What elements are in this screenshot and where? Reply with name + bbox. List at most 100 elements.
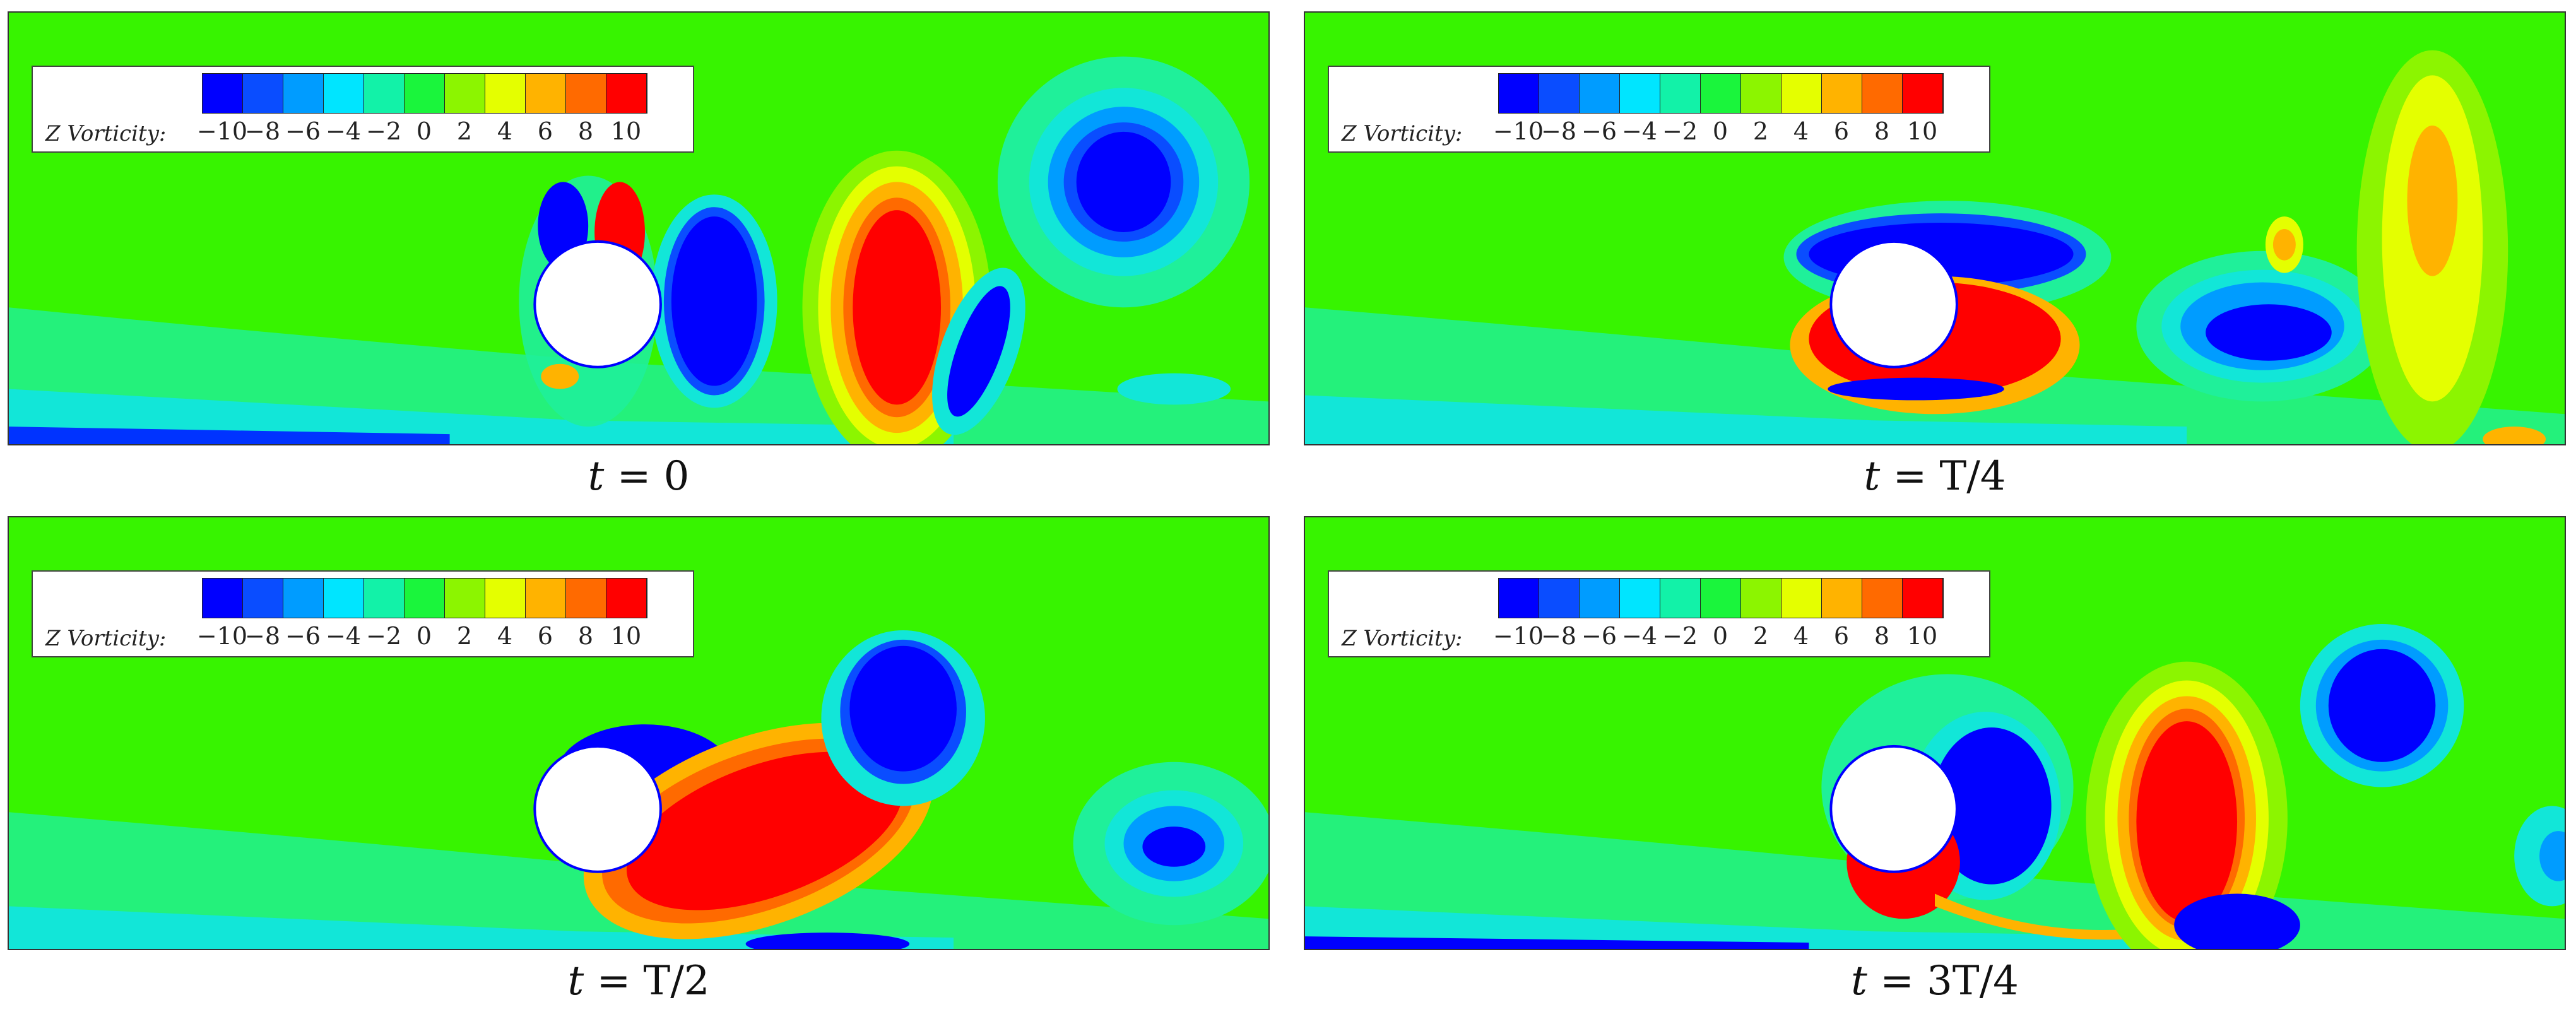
legend-title: Z Vorticity: [45, 121, 167, 146]
legend-swatch [243, 579, 283, 618]
legend-tick-label: −2 [1662, 622, 1698, 650]
color-legend: Z Vorticity: −10 −8 −6 −4 −2 0 2 4 6 8 10 [1328, 66, 1990, 153]
legend-tick-label: −8 [244, 117, 281, 145]
legend-tick-label: −2 [1662, 117, 1698, 145]
legend-colorbar [202, 73, 647, 114]
legend-tick-label: 4 [1793, 117, 1809, 145]
legend-swatch [1499, 579, 1539, 618]
legend-tick-label: −10 [1492, 622, 1544, 650]
legend-swatch [324, 74, 364, 113]
caption-t-half: t = T/2 [568, 958, 710, 1004]
legend-swatch [1903, 74, 1943, 113]
caption-value: T/2 [643, 958, 710, 1004]
legend-tick-label: 4 [497, 622, 513, 650]
legend-swatch [1580, 579, 1620, 618]
legend-tick-label: 10 [610, 117, 642, 145]
legend-tick-label: −6 [285, 117, 321, 145]
legend-swatch [1741, 74, 1781, 113]
legend-swatch [606, 74, 647, 113]
legend-colorbar [202, 578, 647, 618]
legend-swatch [1499, 74, 1539, 113]
legend-swatch [324, 579, 364, 618]
caption-var: t [567, 958, 584, 1004]
vorticity-panel-t0: Z Vorticity: −10 −8 −6 −4 −2 0 2 4 6 8 10 [8, 11, 1270, 445]
legend-tick-label: −6 [1581, 622, 1617, 650]
legend-colorbar [1498, 73, 1944, 114]
vorticity-panel-t-half: Z Vorticity: −10 −8 −6 −4 −2 0 2 4 6 8 10 [8, 516, 1270, 950]
caption-var: t [1864, 453, 1881, 500]
vorticity-panel-t-quarter: Z Vorticity: −10 −8 −6 −4 −2 0 2 4 6 8 10 [1304, 11, 2566, 445]
legend-swatch [445, 579, 485, 618]
legend-tick-label: 6 [1833, 117, 1850, 145]
legend-tick-label: −6 [285, 622, 321, 650]
legend-tick-label: 4 [1793, 622, 1809, 650]
legend-ticks: −10 −8 −6 −4 −2 0 2 4 6 8 10 [1493, 622, 1984, 650]
legend-swatch [283, 579, 324, 618]
legend-title: Z Vorticity: [1342, 626, 1463, 651]
legend-tick-label: −4 [325, 117, 362, 145]
caption-eq: = [584, 958, 644, 1004]
legend-tick-label: 10 [1906, 117, 1938, 145]
legend-tick-label: 0 [1712, 622, 1728, 650]
legend-swatch [445, 74, 485, 113]
legend-swatch [1620, 74, 1660, 113]
caption-t-three-quarter: t = 3T/4 [1851, 958, 2019, 1004]
legend-tick-label: −10 [196, 117, 248, 145]
legend-swatch [485, 579, 526, 618]
legend-tick-label: −8 [244, 622, 281, 650]
legend-title: Z Vorticity: [1342, 121, 1463, 146]
legend-colorbar [1498, 578, 1944, 618]
caption-eq: = [604, 453, 664, 500]
legend-swatch [1822, 74, 1862, 113]
vorticity-panel-t-three-quarter: Z Vorticity: −10 −8 −6 −4 −2 0 2 4 6 8 10 [1304, 516, 2566, 950]
legend-tick-label: 6 [537, 622, 553, 650]
legend-swatch [405, 579, 445, 618]
caption-var: t [1851, 958, 1867, 1004]
legend-swatch [1781, 579, 1822, 618]
legend-swatch [364, 579, 405, 618]
color-legend: Z Vorticity: −10 −8 −6 −4 −2 0 2 4 6 8 10 [32, 66, 694, 153]
color-legend: Z Vorticity: −10 −8 −6 −4 −2 0 2 4 6 8 10 [1328, 570, 1990, 657]
legend-tick-label: −8 [1540, 117, 1577, 145]
legend-swatch [606, 579, 647, 618]
legend-swatch [485, 74, 526, 113]
legend-swatch [1701, 579, 1741, 618]
legend-swatch [566, 74, 606, 113]
legend-tick-label: 0 [416, 117, 432, 145]
legend-tick-label: 8 [1874, 117, 1890, 145]
legend-swatch [1539, 74, 1580, 113]
legend-swatch [1580, 74, 1620, 113]
legend-tick-label: 10 [610, 622, 642, 650]
legend-tick-label: −8 [1540, 622, 1577, 650]
legend-tick-label: −4 [325, 622, 362, 650]
legend-swatch [1620, 579, 1660, 618]
legend-tick-label: 2 [1752, 117, 1769, 145]
legend-tick-label: 8 [577, 622, 594, 650]
legend-tick-label: 0 [416, 622, 432, 650]
legend-swatch [1822, 579, 1862, 618]
legend-tick-label: 8 [577, 117, 594, 145]
legend-tick-label: −10 [1492, 117, 1544, 145]
legend-ticks: −10 −8 −6 −4 −2 0 2 4 6 8 10 [1493, 117, 1984, 145]
vorticity-field [1305, 13, 2565, 444]
legend-tick-label: −2 [365, 622, 402, 650]
caption-t-quarter: t = T/4 [1864, 453, 2006, 500]
legend-tick-label: 2 [456, 117, 473, 145]
legend-tick-label: −4 [1621, 622, 1658, 650]
legend-swatch [1660, 74, 1701, 113]
legend-swatch [526, 579, 566, 618]
legend-swatch [283, 74, 324, 113]
legend-title: Z Vorticity: [45, 626, 167, 651]
legend-swatch [405, 74, 445, 113]
caption-t0: t = 0 [588, 453, 690, 500]
legend-tick-label: 2 [456, 622, 473, 650]
caption-value: T/4 [1939, 453, 2006, 500]
legend-tick-label: −4 [1621, 117, 1658, 145]
legend-ticks: −10 −8 −6 −4 −2 0 2 4 6 8 10 [197, 117, 688, 145]
legend-tick-label: 10 [1906, 622, 1938, 650]
legend-swatch [1701, 74, 1741, 113]
legend-ticks: −10 −8 −6 −4 −2 0 2 4 6 8 10 [197, 622, 688, 650]
legend-tick-label: −6 [1581, 117, 1617, 145]
caption-var: t [588, 453, 605, 500]
legend-tick-label: 2 [1752, 622, 1769, 650]
